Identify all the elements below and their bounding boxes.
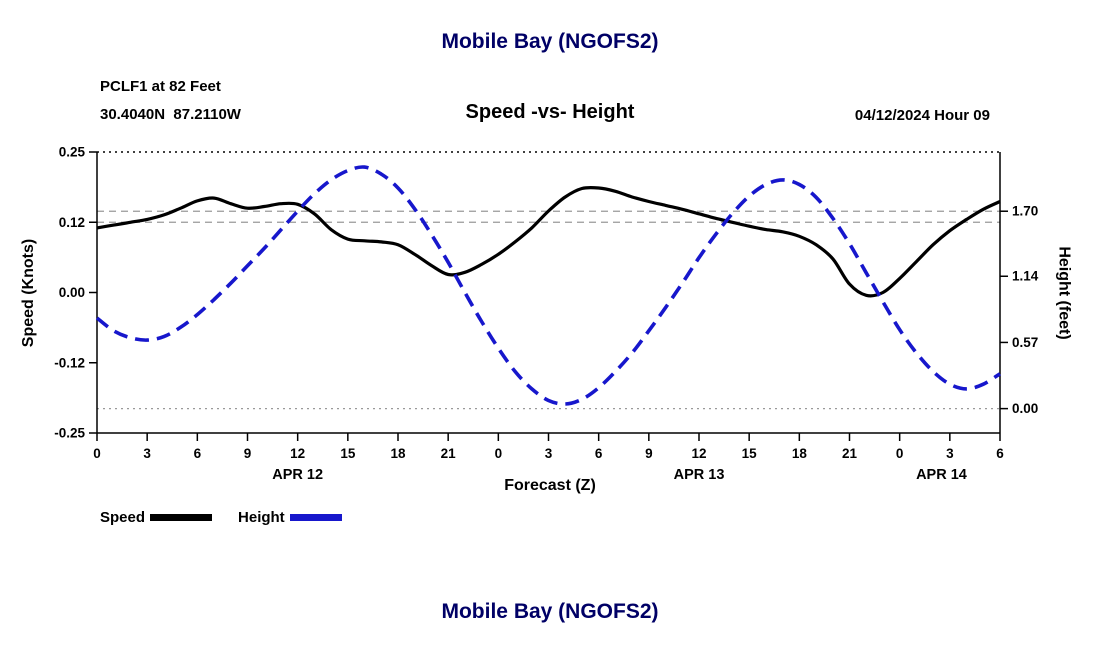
x-tick-label: 6 xyxy=(996,446,1004,461)
left-tick-label: -0.12 xyxy=(54,355,85,370)
bottom-page-title: Mobile Bay (NGOFS2) xyxy=(441,600,659,623)
x-tick-label: 0 xyxy=(93,446,101,461)
left-axis-title-wrap: Speed (Knots) xyxy=(16,152,42,433)
left-tick-label: -0.25 xyxy=(54,426,85,441)
right-tick-label: 1.70 xyxy=(1012,204,1038,219)
x-tick-label: 6 xyxy=(194,446,202,461)
left-tick-label: 0.25 xyxy=(59,145,86,160)
x-tick-label: 21 xyxy=(441,446,457,461)
legend-speed-label: Speed xyxy=(100,509,146,526)
left-axis-title: Speed (Knots) xyxy=(20,238,38,347)
speed-curve xyxy=(96,185,1001,298)
right-tick-label: 0.00 xyxy=(1012,401,1038,416)
x-tick-label: 18 xyxy=(390,446,406,461)
right-tick-label: 1.14 xyxy=(1012,269,1039,284)
right-tick-label: 0.57 xyxy=(1012,335,1038,350)
left-tick-label: 0.12 xyxy=(59,215,85,230)
x-tick-label: 6 xyxy=(595,446,603,461)
x-tick-label: 12 xyxy=(691,446,706,461)
speed-line-swatch xyxy=(150,514,213,521)
height-curve xyxy=(95,165,1001,406)
x-tick-label: 15 xyxy=(742,446,758,461)
x-tick-label: 15 xyxy=(340,446,356,461)
right-axis-title: Height (feet) xyxy=(1056,245,1074,340)
x-tick-label: 3 xyxy=(545,446,553,461)
forecast-datetime: 04/12/2024 Hour 09 xyxy=(854,107,990,124)
x-tick-label: 0 xyxy=(896,446,904,461)
legend-height-label: Height xyxy=(238,509,285,526)
page-title: Mobile Bay (NGOFS2) xyxy=(441,30,659,53)
x-axis-title: Forecast (Z) xyxy=(504,477,596,494)
height-line-swatch xyxy=(289,514,342,521)
x-tick-label: 0 xyxy=(495,446,503,461)
x-tick-label: 9 xyxy=(645,446,653,461)
legend: Speed Height xyxy=(100,509,342,526)
x-tick-label: 3 xyxy=(143,446,151,461)
right-axis-title-wrap: Height (feet) xyxy=(1048,152,1080,433)
x-tick-label: 18 xyxy=(792,446,808,461)
station-coordinates: 30.4040N 87.2110W xyxy=(100,106,241,123)
x-tick-label: 21 xyxy=(842,446,858,461)
left-tick-label: 0.00 xyxy=(59,285,85,300)
x-tick-label: 9 xyxy=(244,446,252,461)
chart-title: Speed -vs- Height xyxy=(465,101,635,123)
x-tick-label: 12 xyxy=(290,446,305,461)
x-tick-label: 3 xyxy=(946,446,954,461)
station-id: PCLF1 at 82 Feet xyxy=(100,78,221,95)
